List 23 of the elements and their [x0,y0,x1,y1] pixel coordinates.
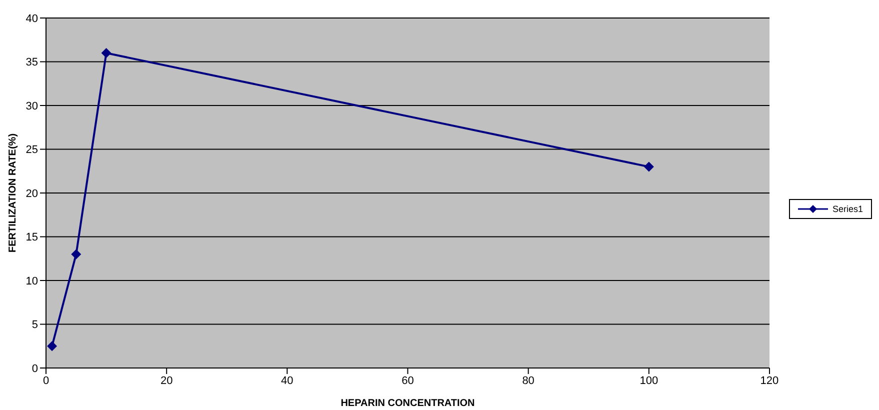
x-tick-label: 20 [160,374,173,387]
y-tick-label: 15 [26,232,38,244]
x-tick-label: 0 [42,374,50,387]
legend-label: Series1 [832,204,863,214]
y-tick-label: 10 [26,275,38,288]
point [644,162,654,172]
x-tick-label: 60 [402,374,414,387]
point [71,249,82,260]
x-tick-label: 100 [640,374,658,387]
y-tick-label: 25 [26,144,38,156]
y-tick-label: 35 [26,56,38,69]
y-tick-label: 40 [26,12,38,25]
y-tick-label: 30 [26,100,38,112]
point [101,48,112,58]
x-axis-title: HEPARIN CONCENTRATION [340,398,475,409]
y-tick-label: 0 [32,362,38,375]
x-tick-label: 80 [522,374,534,387]
point [47,341,58,352]
y-tick-label: 5 [32,319,38,332]
y-axis-title: FERTILIZATION RATE(%) [8,133,19,253]
x-tick-label: 40 [281,374,294,387]
y-tick-label: 20 [26,188,38,200]
x-tick-label: 120 [760,374,779,387]
